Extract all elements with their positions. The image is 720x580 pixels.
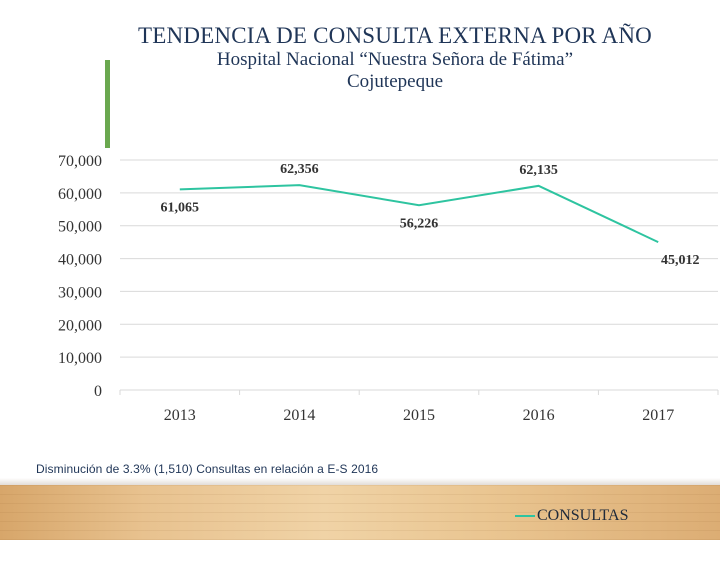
wood-floor-grain bbox=[0, 485, 720, 540]
data-label: 61,065 bbox=[161, 200, 200, 215]
series-line-consultas bbox=[179, 184, 659, 244]
legend-line-swatch bbox=[515, 515, 535, 517]
data-label: 62,135 bbox=[519, 163, 558, 178]
data-label: 45,012 bbox=[661, 253, 700, 268]
slide: TENDENCIA DE CONSULTA EXTERNA POR AÑO Ho… bbox=[0, 22, 720, 540]
y-tick-label: 50,000 bbox=[58, 219, 102, 236]
x-tick-label: 2014 bbox=[283, 407, 315, 424]
floor-shadow bbox=[0, 478, 720, 488]
y-tick-label: 30,000 bbox=[58, 284, 102, 301]
y-tick-label: 20,000 bbox=[58, 317, 102, 334]
y-tick-label: 0 bbox=[94, 383, 102, 400]
title-block: TENDENCIA DE CONSULTA EXTERNA POR AÑO Ho… bbox=[95, 22, 695, 93]
x-tick-label: 2015 bbox=[403, 407, 435, 424]
x-tick-label: 2016 bbox=[523, 407, 555, 424]
data-label: 56,226 bbox=[400, 216, 439, 231]
chart-title: TENDENCIA DE CONSULTA EXTERNA POR AÑO bbox=[138, 23, 652, 48]
y-tick-label: 70,000 bbox=[58, 153, 102, 170]
wood-floor bbox=[0, 485, 720, 540]
y-tick-label: 10,000 bbox=[58, 350, 102, 367]
data-label: 62,356 bbox=[280, 162, 319, 177]
x-tick-label: 2013 bbox=[164, 407, 196, 424]
chart-subtitle-location: Cojutepeque bbox=[346, 71, 444, 92]
footnote: Disminución de 3.3% (1,510) Consultas en… bbox=[36, 462, 379, 476]
y-tick-label: 40,000 bbox=[58, 252, 102, 269]
y-tick-label: 60,000 bbox=[58, 186, 102, 203]
legend-label: CONSULTAS bbox=[537, 507, 629, 524]
x-tick-label: 2017 bbox=[642, 407, 674, 424]
legend: CONSULTAS bbox=[515, 506, 628, 526]
accent-bar bbox=[105, 60, 110, 148]
chart-subtitle: Hospital Nacional “Nuestra Señora de Fát… bbox=[216, 49, 574, 70]
line-chart: 0 10,000 20,000 30,000 40,000 50,000 60,000 70,… bbox=[58, 153, 719, 424]
